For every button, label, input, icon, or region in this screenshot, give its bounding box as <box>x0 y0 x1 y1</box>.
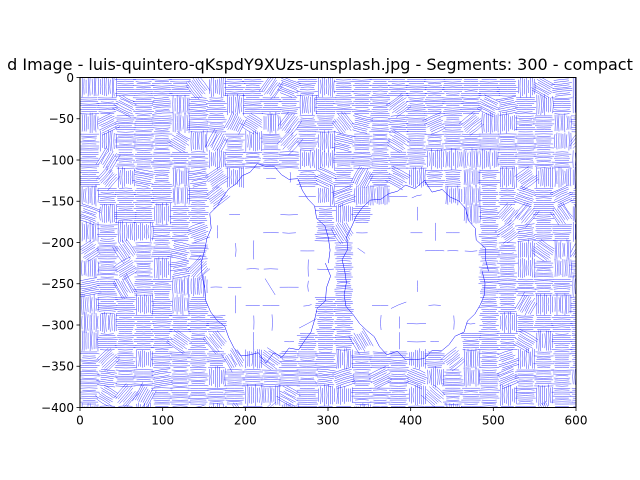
plot-frame <box>79 77 577 408</box>
y-tick-label: −400 <box>41 401 74 415</box>
x-tick-label: 200 <box>234 414 257 428</box>
left-hand-outline <box>200 163 331 364</box>
y-tick-label: −100 <box>41 153 74 167</box>
x-tick-label: 100 <box>151 414 174 428</box>
y-tick-label: −50 <box>49 112 74 126</box>
y-tick-label: −300 <box>41 318 74 332</box>
y-tick-label: 0 <box>66 71 74 85</box>
y-tick-label: −200 <box>41 236 74 250</box>
y-axis: 0 −50 −100 −150 −200 −250 −300 −350 −400 <box>41 71 80 415</box>
x-tick-label: 500 <box>482 414 505 428</box>
right-hand-outline <box>341 180 489 360</box>
y-tick-label: −150 <box>41 195 74 209</box>
y-tick-label: −350 <box>41 360 74 374</box>
contour-path <box>80 77 576 408</box>
contour-lines <box>80 77 576 408</box>
x-axis: 0 100 200 300 400 500 600 <box>76 407 588 428</box>
x-tick-label: 600 <box>565 414 588 428</box>
x-tick-label: 400 <box>399 414 422 428</box>
y-tick-label: −250 <box>41 277 74 291</box>
x-tick-label: 300 <box>317 414 340 428</box>
chart-title: d Image - luis-quintero-qKspdY9XUzs-unsp… <box>7 55 633 74</box>
x-tick-label: 0 <box>76 414 84 428</box>
